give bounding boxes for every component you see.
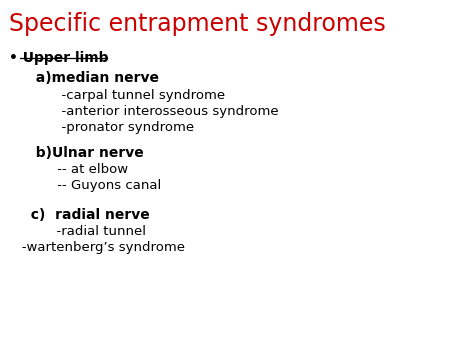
Text: -carpal tunnel syndrome: -carpal tunnel syndrome (36, 89, 225, 102)
Text: • Upper limb: • Upper limb (9, 51, 109, 65)
Text: -- Guyons canal: -- Guyons canal (36, 179, 161, 192)
Text: -pronator syndrome: -pronator syndrome (36, 121, 194, 134)
Text: Specific entrapment syndromes: Specific entrapment syndromes (9, 12, 386, 37)
Text: -anterior interosseous syndrome: -anterior interosseous syndrome (36, 105, 278, 118)
Text: -radial tunnel: -radial tunnel (31, 225, 146, 239)
Text: b)Ulnar nerve: b)Ulnar nerve (26, 146, 144, 159)
Text: -- at elbow: -- at elbow (36, 163, 128, 176)
Text: -wartenberg’s syndrome: -wartenberg’s syndrome (9, 241, 185, 255)
Text: a)median nerve: a)median nerve (26, 71, 159, 85)
Text: c)  radial nerve: c) radial nerve (21, 208, 150, 222)
